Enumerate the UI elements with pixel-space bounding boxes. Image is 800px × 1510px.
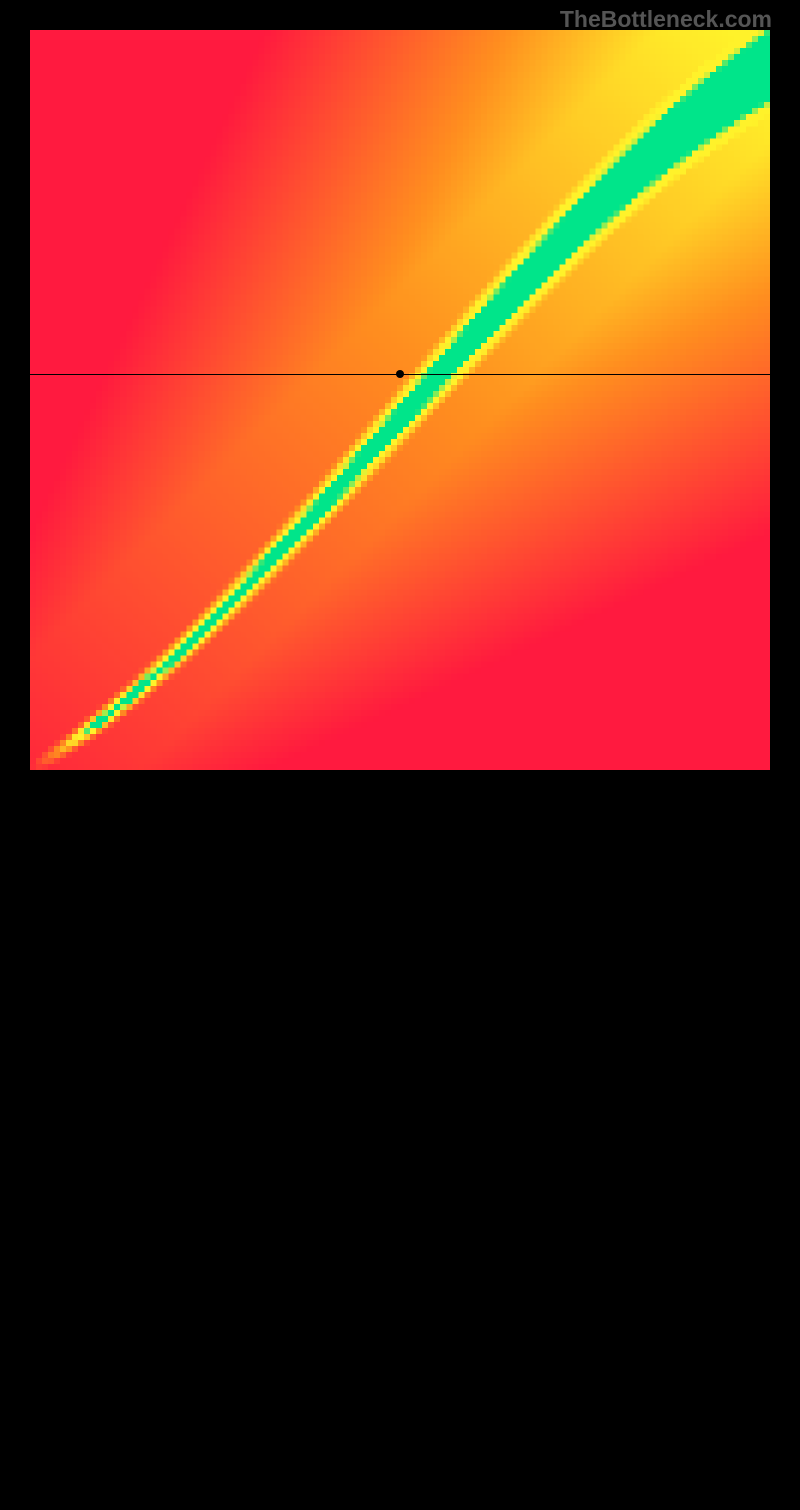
heatmap-plot — [30, 30, 770, 770]
crosshair-marker — [396, 370, 404, 378]
heatmap-canvas — [30, 30, 770, 770]
crosshair-vertical — [400, 770, 401, 1510]
watermark-text: TheBottleneck.com — [560, 6, 772, 33]
outer-frame: TheBottleneck.com — [0, 0, 800, 800]
